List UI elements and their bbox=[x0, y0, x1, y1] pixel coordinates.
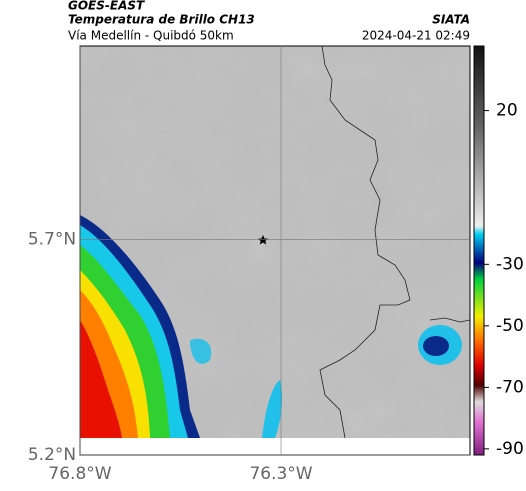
cold-cloud bbox=[262, 380, 283, 438]
cold-cloud bbox=[423, 336, 449, 356]
colorbar-tick-label: -70 bbox=[496, 377, 524, 397]
colorbar-tick-label: 20 bbox=[496, 101, 518, 121]
source: SIATA bbox=[432, 13, 470, 27]
subtitle: Temperatura de Brillo CH13 bbox=[68, 13, 255, 27]
x-tick-label: 76.8°W bbox=[48, 464, 111, 484]
title: GOES-EAST bbox=[68, 0, 145, 13]
colorbar-tick-label: -30 bbox=[496, 254, 524, 274]
colorbar-tick-label: -90 bbox=[496, 439, 524, 459]
y-tick-label: 5.7°N bbox=[28, 230, 76, 250]
datetime: 2024-04-21 02:49 bbox=[362, 29, 470, 43]
y-tick-label: 5.2°N bbox=[28, 445, 76, 465]
border bbox=[319, 45, 411, 439]
map-area bbox=[79, 45, 471, 456]
border bbox=[429, 317, 471, 323]
colorbar bbox=[473, 45, 485, 456]
cold-cloud bbox=[190, 338, 212, 364]
cold-cloud-core bbox=[80, 320, 122, 438]
location: Vía Medellín - Quibdó 50km bbox=[68, 29, 234, 43]
x-tick-label: 76.3°W bbox=[249, 464, 312, 484]
colorbar-tick-label: -50 bbox=[496, 316, 524, 336]
